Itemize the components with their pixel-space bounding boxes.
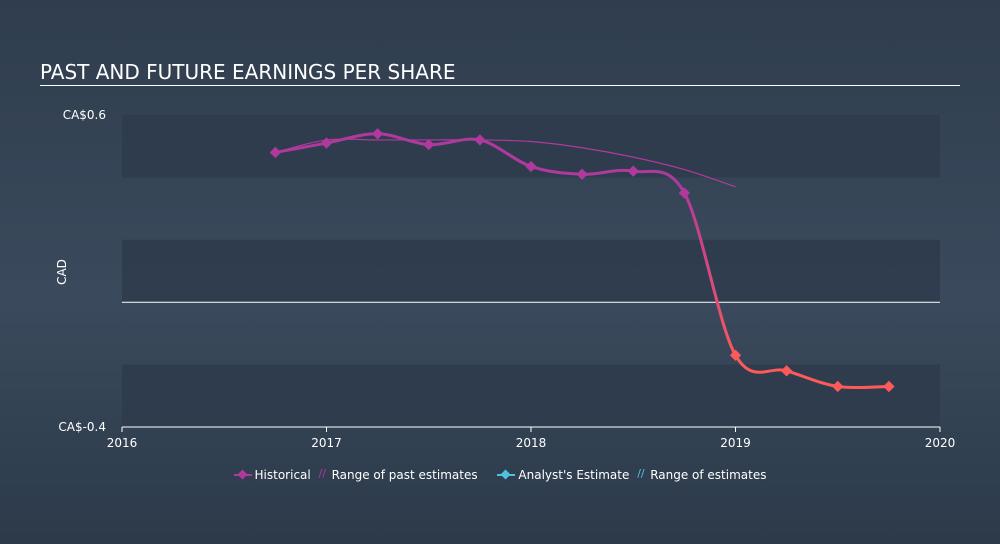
background-band — [122, 364, 940, 427]
legend-range-estimates-marker — [637, 467, 647, 480]
x-tick-label: 2020 — [925, 436, 956, 450]
background-band — [122, 239, 940, 303]
x-tick-label: 2017 — [311, 436, 342, 450]
historical-point[interactable] — [883, 380, 895, 393]
series-layer — [269, 128, 895, 393]
historical-point[interactable] — [678, 187, 691, 199]
historical-point[interactable] — [269, 146, 282, 159]
legend-analyst-estimate-label: Analyst's Estimate — [518, 468, 630, 482]
historical-point[interactable] — [832, 380, 844, 393]
historical-point[interactable] — [423, 138, 435, 151]
legend-past-estimates-marker — [319, 467, 329, 480]
y-tick-label-top: CA$0.6 — [63, 108, 106, 122]
legend-historical-label: Historical — [254, 468, 311, 482]
historical-point[interactable] — [474, 134, 486, 146]
historical-point[interactable] — [729, 349, 742, 361]
legend-item-past-estimates[interactable]: Range of past estimates — [319, 467, 478, 482]
legend-item-analyst-estimate[interactable]: Analyst's Estimate — [497, 468, 629, 482]
legend-analyst-estimate-marker — [497, 470, 516, 480]
legend: Historical Range of past estimates Analy… — [0, 467, 1000, 483]
legend-range-estimates-label: Range of estimates — [650, 468, 767, 482]
x-tick-label: 2016 — [107, 436, 138, 450]
x-tick-label: 2018 — [516, 436, 547, 450]
legend-past-estimates-label: Range of past estimates — [331, 468, 478, 482]
y-axis-label: CAD — [55, 259, 69, 285]
historical-point[interactable] — [576, 168, 588, 180]
historical-point[interactable] — [320, 137, 333, 149]
y-tick-label-bottom: CA$-0.4 — [58, 420, 106, 434]
legend-item-historical[interactable]: Historical — [233, 468, 311, 482]
historical-point[interactable] — [627, 165, 639, 177]
historical-point[interactable] — [525, 160, 537, 173]
legend-item-range-estimates[interactable]: Range of estimates — [637, 467, 767, 482]
x-axis-ticks: 2016 2017 2018 2019 2020 — [107, 427, 956, 450]
chart-title: PAST AND FUTURE EARNINGS PER SHARE — [40, 60, 456, 84]
historical-point[interactable] — [371, 128, 384, 140]
x-tick-label: 2019 — [720, 436, 751, 450]
past-estimates-line — [275, 138, 736, 188]
title-divider — [40, 85, 960, 86]
historical-point[interactable] — [780, 365, 793, 377]
legend-historical-marker — [233, 470, 252, 480]
